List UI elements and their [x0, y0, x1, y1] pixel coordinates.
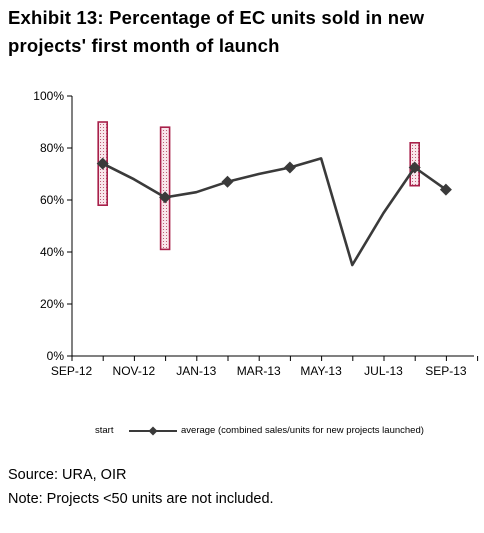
- start-range-bar: [159, 126, 171, 251]
- chart-title-line1: Exhibit 13: Percentage of EC units sold …: [8, 7, 425, 28]
- y-tick-label: 100%: [33, 89, 64, 103]
- source-note: Source: URA, OIR: [8, 467, 127, 483]
- chart-axes: [67, 95, 479, 361]
- y-tick-label: 0%: [47, 349, 65, 363]
- x-tick-label: MAR-13: [237, 364, 281, 378]
- average-point-marker: [96, 157, 109, 170]
- chart-legend: start average (combined sales/units for …: [95, 424, 475, 438]
- average-series: [96, 157, 452, 267]
- average-point-marker: [221, 175, 234, 188]
- axis-tick-labels: 0% 20% 40% 60% 80% 100% SEP-12 NOV-12 JAN-13 MAR-…: [33, 89, 467, 378]
- y-tick-label: 60%: [40, 193, 64, 207]
- legend-average-marker: [129, 426, 177, 436]
- x-tick-label: JUL-13: [364, 364, 403, 378]
- chart-title-line2: projects' first month of launch: [8, 35, 280, 56]
- y-tick-label: 20%: [40, 297, 64, 311]
- x-tick-label: SEP-13: [425, 364, 467, 378]
- average-point-marker: [439, 183, 452, 196]
- average-point-marker: [159, 191, 172, 204]
- chart-notes: Source: URA, OIR Note: Projects <50 unit…: [8, 463, 274, 511]
- average-point-marker: [283, 161, 296, 174]
- average-line: [102, 157, 447, 267]
- average-point-marker: [408, 161, 421, 174]
- y-tick-label: 40%: [40, 245, 64, 259]
- x-tick-label: MAY-13: [300, 364, 342, 378]
- y-tick-label: 80%: [40, 141, 64, 155]
- x-tick-label: SEP-12: [51, 364, 93, 378]
- chart-title: Exhibit 13: Percentage of EC units sold …: [8, 4, 478, 60]
- x-tick-label: JAN-13: [176, 364, 216, 378]
- legend-start-label: start: [95, 425, 114, 436]
- exclusion-note: Note: Projects <50 units are not include…: [8, 491, 274, 507]
- legend-average-label: average (combined sales/units for new pr…: [181, 425, 424, 436]
- x-tick-label: NOV-12: [113, 364, 156, 378]
- line-chart: 0% 20% 40% 60% 80% 100% SEP-12 NOV-12 JAN-13 MAR-…: [33, 89, 479, 378]
